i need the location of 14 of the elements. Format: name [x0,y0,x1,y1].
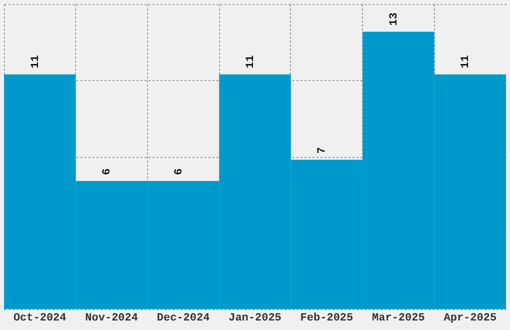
x-tick-label: Nov-2024 [85,312,138,324]
data-label: 11 [30,54,42,68]
x-tick-label: Feb-2025 [300,312,354,324]
x-tick-label: Dec-2024 [156,312,210,324]
data-label: 6 [173,168,186,176]
x-tick-label: Jan-2025 [228,312,282,324]
data-label: 11 [460,54,472,68]
data-label: 6 [102,168,114,176]
x-tick-label: Oct-2024 [13,312,67,324]
data-label: 11 [245,54,257,68]
data-label: 7 [316,147,329,154]
x-tick-label: Apr-2025 [444,312,497,324]
x-tick-label: Mar-2025 [372,312,426,324]
data-label: 13 [388,12,400,26]
